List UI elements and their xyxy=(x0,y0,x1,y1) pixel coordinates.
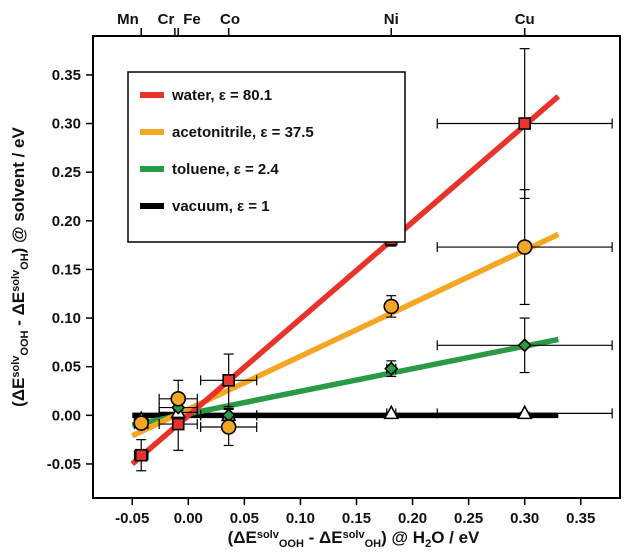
x-tick-label: 0.20 xyxy=(398,510,427,527)
data-point-triangle xyxy=(516,404,533,420)
data-point-square xyxy=(518,117,531,130)
y-tick-label: 0.20 xyxy=(52,213,81,230)
x-tick-label: 0.15 xyxy=(342,510,371,527)
y-axis-title: (ΔEsolvOOH - ΔEsolvOH) @ solvent / eV xyxy=(9,127,31,407)
y-tick-label: 0.00 xyxy=(52,407,81,424)
y-tick-label: 0.35 xyxy=(52,67,81,84)
x-tick-label: 0.25 xyxy=(454,510,483,527)
data-point-square xyxy=(222,374,235,387)
y-tick-label: 0.15 xyxy=(52,261,81,278)
legend-label: acetonitrile, ε = 37.5 xyxy=(172,124,314,141)
fit-line-2 xyxy=(131,336,559,428)
top-element-label: Fe xyxy=(183,11,201,28)
top-element-label: Mn xyxy=(117,11,139,28)
y-tick-label: 0.30 xyxy=(52,116,81,133)
data-point-circle xyxy=(170,390,187,407)
x-tick-label: -0.05 xyxy=(115,510,149,527)
legend-label: vacuum, ε = 1 xyxy=(172,198,270,215)
data-point-circle xyxy=(516,239,533,255)
legend-label: toluene, ε = 2.4 xyxy=(172,161,279,178)
data-point-circle xyxy=(133,415,150,431)
x-axis-title: (ΔEsolvOOH - ΔEsolvOH) @ H2O / eV xyxy=(228,528,480,550)
axes: -0.05 0.00 0.05 0.10 0.15 0.20 0.25 0.30 0.35 -0.… xyxy=(9,11,595,550)
data-point-triangle xyxy=(383,404,400,420)
top-element-label: Cu xyxy=(515,11,535,28)
y-tick-label: 0.25 xyxy=(52,164,81,181)
y-tick-label: -0.05 xyxy=(47,456,81,473)
data-point-diamond xyxy=(517,338,532,353)
data-point-diamond xyxy=(384,361,399,376)
x-tick-label: 0.30 xyxy=(510,510,539,527)
x-tick-label: 0.10 xyxy=(286,510,315,527)
x-tick-label: 0.00 xyxy=(174,510,203,527)
legend-label: water, ε = 80.1 xyxy=(171,87,272,104)
top-element-label: Ni xyxy=(384,11,399,28)
data-points xyxy=(133,117,533,462)
data-point-square xyxy=(171,417,185,431)
data-point-circle xyxy=(383,298,400,315)
legend: water, ε = 80.1 acetonitrile, ε = 37.5 tol… xyxy=(127,71,406,243)
y-tick-label: 0.05 xyxy=(52,359,81,376)
x-tick-label: 0.05 xyxy=(230,510,259,527)
data-point-square xyxy=(134,448,148,462)
x-tick-label: 0.35 xyxy=(566,510,595,527)
top-element-label: Co xyxy=(220,11,240,28)
legend-box xyxy=(127,71,406,243)
y-tick-label: 0.10 xyxy=(52,310,81,327)
top-element-label: Cr xyxy=(158,11,175,28)
fit-line-0 xyxy=(130,94,561,467)
data-point-circle xyxy=(220,419,237,435)
